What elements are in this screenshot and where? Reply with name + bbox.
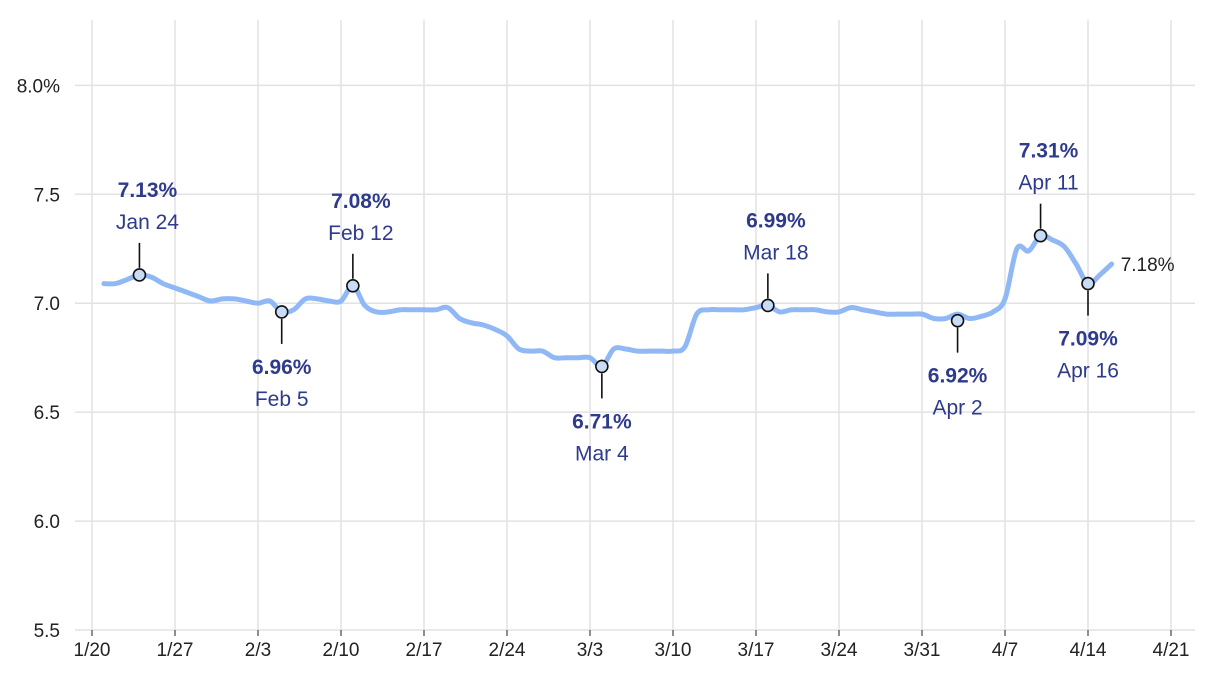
annotation-value: 7.31% (1019, 140, 1079, 163)
y-tick-label: 7.5 (34, 185, 60, 206)
y-tick-label: 5.5 (34, 621, 60, 642)
annotation-value: 7.08% (331, 190, 391, 213)
annotation-point (346, 278, 360, 293)
annotation-point (1081, 276, 1095, 291)
annotation-value: 7.13% (118, 179, 178, 202)
grid-layer (75, 20, 1195, 631)
annotation-date: Mar 18 (743, 241, 808, 264)
x-tick-label: 2/3 (245, 640, 271, 661)
y-tick-label: 7.0 (34, 294, 60, 315)
x-tick-label: 3/24 (821, 640, 858, 661)
annotation-point (761, 298, 775, 313)
x-tick-label: 2/24 (489, 640, 526, 661)
x-tick-label: 3/3 (577, 640, 603, 661)
x-tick-label: 4/21 (1153, 640, 1190, 661)
annotation-point (595, 359, 609, 374)
annotation-point (950, 313, 965, 328)
annotation-date: Mar 4 (575, 442, 629, 465)
annotation-value: 6.71% (572, 410, 632, 433)
y-tick-label: 6.5 (34, 403, 60, 424)
axis-layer: 8.0% 7.5 7.0 6.5 6.0 5.5 1/20 1/27 2/3 2/10 2/17 2/… (17, 76, 1190, 661)
annotation-date: Apr 2 (932, 397, 982, 420)
x-tick-label: 4/7 (992, 640, 1018, 661)
annotation-value: 6.92% (928, 365, 988, 388)
y-tick-label: 8.0% (17, 76, 60, 97)
annotation-value: 6.99% (746, 209, 806, 232)
annotation-value: 7.09% (1058, 328, 1118, 351)
y-tick-label: 6.0 (34, 512, 60, 533)
x-tick-label: 1/20 (74, 640, 111, 661)
annotation-value: 6.96% (252, 356, 312, 379)
x-tick-label: 2/10 (323, 640, 360, 661)
series-layer (101, 232, 1115, 369)
annotation-date: Jan 24 (116, 211, 179, 234)
annotation-date: Apr 16 (1057, 360, 1119, 383)
series-line (101, 232, 1115, 369)
end-value-label: 7.18% (1121, 255, 1175, 276)
x-tick-label: 4/14 (1070, 640, 1107, 661)
annotation-layer: 7.13% Jan 24 6.96% Feb 5 7.08% Feb 12 6.71% Mar… (116, 140, 1175, 466)
annotation-date: Feb 5 (255, 388, 309, 411)
annotation-date: Feb 12 (328, 222, 393, 245)
annotation-date: Apr 11 (1018, 172, 1078, 195)
annotation-point (1033, 228, 1048, 243)
x-tick-label: 3/31 (904, 640, 941, 661)
x-tick-label: 2/17 (406, 640, 443, 661)
annotation-point (274, 305, 289, 319)
x-tick-label: 1/27 (157, 640, 194, 661)
annotation-point (132, 268, 147, 282)
x-tick-label: 3/17 (738, 640, 775, 661)
x-tick-label: 3/10 (655, 640, 692, 661)
